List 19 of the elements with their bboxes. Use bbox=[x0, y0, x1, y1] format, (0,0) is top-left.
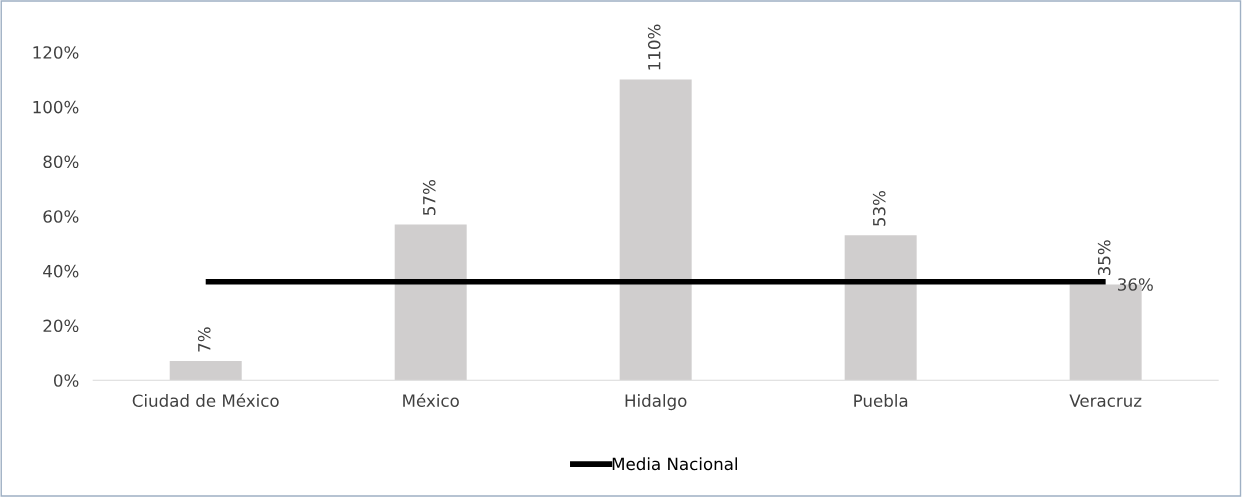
x-tick-label: México bbox=[403, 393, 459, 407]
x-tick-label: Ciudad de México bbox=[132, 393, 279, 407]
legend-label: Media Nacional bbox=[612, 457, 737, 471]
x-tick-label: Hidalgo bbox=[625, 394, 687, 411]
data-label: 35% bbox=[1097, 240, 1111, 276]
data-label: 7% bbox=[197, 327, 211, 352]
y-tick-label: 20% bbox=[43, 319, 79, 333]
data-label: 53% bbox=[872, 191, 886, 226]
y-tick-label: 0% bbox=[53, 374, 79, 387]
data-label: 57% bbox=[422, 180, 436, 215]
y-tick-label: 80% bbox=[43, 155, 79, 169]
data-label: 36% bbox=[1118, 278, 1153, 291]
data-label: 110% bbox=[647, 24, 661, 70]
y-tick-label: 60% bbox=[43, 210, 79, 223]
x-tick-label: Veracruz bbox=[1069, 394, 1142, 407]
y-tick-label: 40% bbox=[43, 264, 79, 278]
y-tick-label: 120% bbox=[33, 46, 79, 59]
x-tick-label: Puebla bbox=[854, 394, 908, 407]
y-tick-label: 100% bbox=[33, 100, 79, 114]
